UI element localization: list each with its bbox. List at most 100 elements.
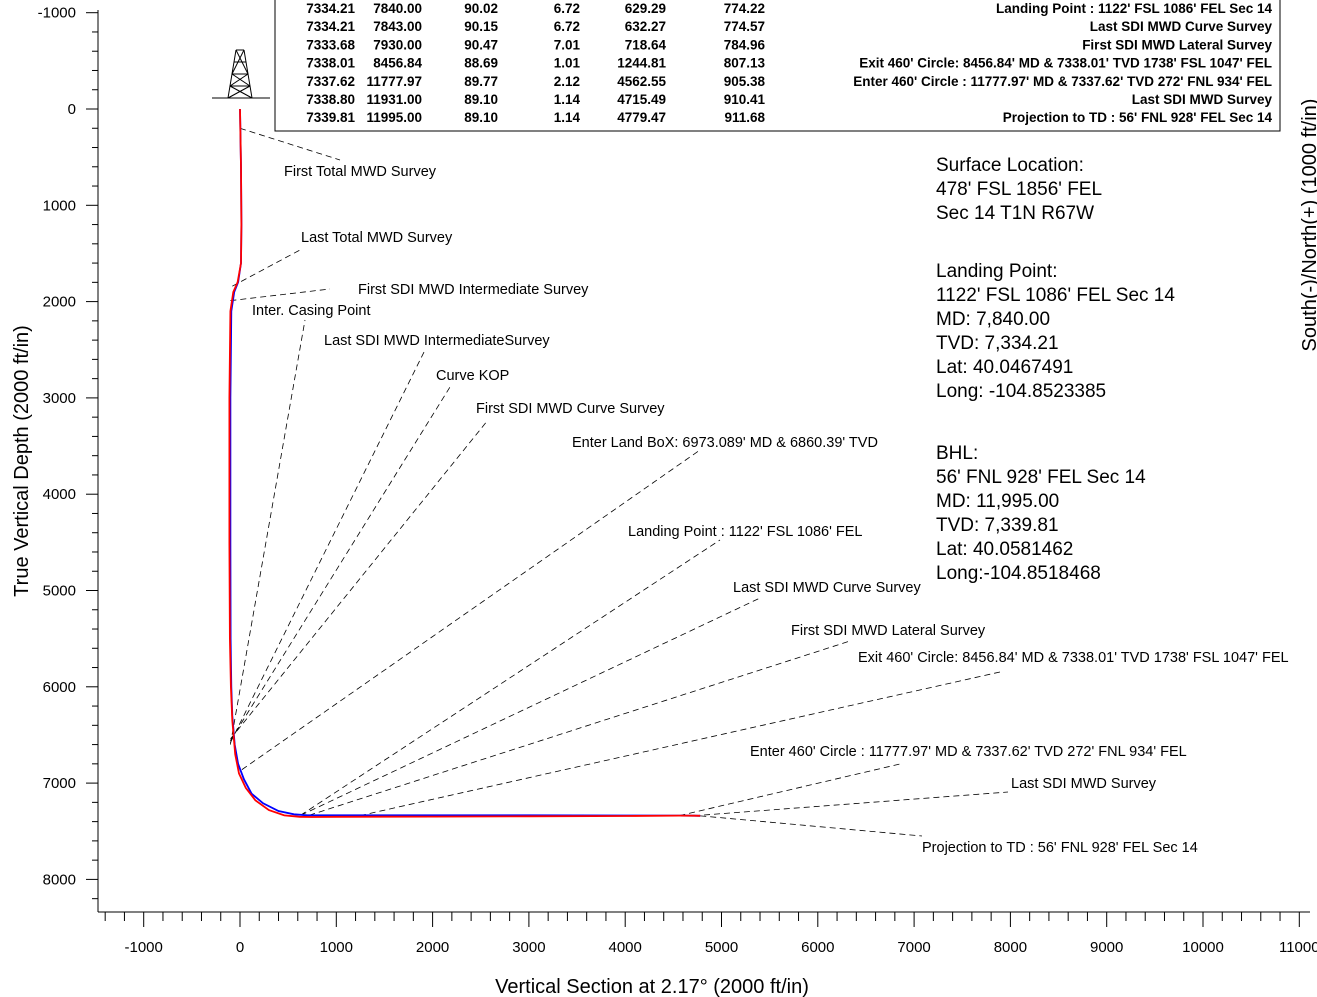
table-cell: 774.22 bbox=[724, 1, 765, 16]
table-annotation-cell: Enter 460' Circle : 11777.97' MD & 7337.… bbox=[853, 74, 1272, 89]
annotation-label: Inter. Casing Point bbox=[252, 303, 371, 319]
annotation-leader bbox=[230, 288, 331, 302]
annotation-leader bbox=[230, 349, 426, 743]
table-cell: 7337.62 bbox=[306, 74, 355, 89]
x-tick-label: 2000 bbox=[416, 939, 449, 956]
table-cell: 8456.84 bbox=[373, 56, 422, 71]
table-cell: 7840.00 bbox=[373, 1, 422, 16]
annotation-leader bbox=[232, 249, 301, 287]
annotation-label: Last Total MWD Survey bbox=[301, 230, 453, 246]
table-cell: 89.10 bbox=[464, 110, 498, 125]
table-cell: 7334.21 bbox=[306, 1, 355, 16]
info-bhl-line: 56' FNL 928' FEL Sec 14 bbox=[936, 467, 1146, 488]
table-cell: 4715.49 bbox=[617, 92, 666, 107]
info-bhl-line: Lat: 40.0581462 bbox=[936, 539, 1073, 560]
wellpath-line-plan bbox=[229, 108, 701, 817]
info-landing-line: Long: -104.8523385 bbox=[936, 381, 1106, 402]
y-tick-label: 1000 bbox=[43, 197, 76, 214]
wellpath-series bbox=[228, 108, 701, 818]
table-cell: 774.57 bbox=[724, 19, 765, 34]
right-axis-title: South(-)/North(+) (1000 ft/in) bbox=[1299, 99, 1317, 352]
info-landing-line: Landing Point: bbox=[936, 261, 1058, 282]
annotation-label: First SDI MWD Intermediate Survey bbox=[358, 282, 589, 298]
annotation-label: First Total MWD Survey bbox=[284, 164, 437, 180]
info-surface-line: 478' FSL 1856' FEL bbox=[936, 179, 1102, 200]
y-tick-label: 0 bbox=[68, 101, 76, 118]
y-tick-label: 6000 bbox=[43, 679, 76, 696]
y-tick-label: 7000 bbox=[43, 775, 76, 792]
table-annotation-cell: Projection to TD : 56' FNL 928' FEL Sec … bbox=[1003, 110, 1273, 125]
annotation-label: First SDI MWD Curve Survey bbox=[476, 401, 665, 417]
annotation-leader bbox=[694, 791, 1009, 817]
y-tick-label: 4000 bbox=[43, 486, 76, 503]
annotation-leader bbox=[241, 449, 701, 770]
table-cell: 1.14 bbox=[554, 110, 581, 125]
table-annotation-cell: Last SDI MWD Curve Survey bbox=[1090, 19, 1273, 34]
info-landing-line: Lat: 40.0467491 bbox=[936, 357, 1073, 378]
annotation-label: Last SDI MWD Curve Survey bbox=[733, 580, 921, 596]
info-landing-line: TVD: 7,334.21 bbox=[936, 333, 1059, 354]
y-tick-label: 5000 bbox=[43, 583, 76, 600]
x-tick-label: 3000 bbox=[512, 939, 545, 956]
x-tick-label: 11000 bbox=[1279, 939, 1317, 956]
table-annotation-cell: Landing Point : 1122' FSL 1086' FEL Sec … bbox=[996, 1, 1273, 16]
x-tick-label: 9000 bbox=[1090, 939, 1123, 956]
table-cell: 6.72 bbox=[554, 19, 580, 34]
well-info-blocks: Surface Location: 478' FSL 1856' FEL Sec 1… bbox=[936, 155, 1175, 584]
table-cell: 90.15 bbox=[464, 19, 498, 34]
annotation-label: Enter Land BoX: 6973.089' MD & 6860.39' … bbox=[572, 435, 878, 451]
table-cell: 1244.81 bbox=[617, 56, 666, 71]
x-tick-label: 1000 bbox=[320, 939, 353, 956]
x-tick-label: 7000 bbox=[897, 939, 930, 956]
annotation-leader bbox=[679, 763, 901, 817]
info-bhl-line: TVD: 7,339.81 bbox=[936, 515, 1059, 536]
table-cell: 7338.80 bbox=[306, 92, 355, 107]
annotation-leader bbox=[700, 815, 923, 837]
annotation-label: Last SDI MWD Survey bbox=[1011, 776, 1157, 792]
table-annotation-cell: Exit 460' Circle: 8456.84' MD & 7338.01'… bbox=[859, 56, 1272, 71]
annotation-label: Projection to TD : 56' FNL 928' FEL Sec … bbox=[922, 840, 1198, 856]
annotation-leader bbox=[309, 640, 851, 816]
table-cell: 90.02 bbox=[464, 1, 498, 16]
x-tick-label: 10000 bbox=[1182, 939, 1224, 956]
drilling-rig-icon bbox=[212, 49, 270, 99]
annotation-leader bbox=[239, 127, 341, 161]
table-cell: 89.77 bbox=[464, 74, 498, 89]
table-cell: 88.69 bbox=[464, 56, 498, 71]
x-tick-label: -1000 bbox=[125, 939, 163, 956]
table-cell: 629.29 bbox=[625, 1, 666, 16]
annotation-leader bbox=[300, 539, 721, 816]
x-tick-label: 4000 bbox=[609, 939, 642, 956]
y-tick-label: 2000 bbox=[43, 294, 76, 311]
info-surface-line: Sec 14 T1N R67W bbox=[936, 203, 1094, 224]
info-landing-line: 1122' FSL 1086' FEL Sec 14 bbox=[936, 285, 1175, 306]
x-tick-label: 8000 bbox=[994, 939, 1027, 956]
annotation-label: Curve KOP bbox=[436, 368, 509, 384]
annotation-leader bbox=[300, 597, 761, 816]
table-cell: 4779.47 bbox=[617, 110, 666, 125]
table-cell: 7.01 bbox=[554, 37, 581, 52]
y-tick-label: 3000 bbox=[43, 390, 76, 407]
table-annotation-cell: First SDI MWD Lateral Survey bbox=[1082, 37, 1272, 52]
info-surface-line: Surface Location: bbox=[936, 155, 1084, 176]
y-tick-label: 8000 bbox=[43, 871, 76, 888]
annotation-label: Landing Point : 1122' FSL 1086' FEL bbox=[628, 524, 862, 540]
table-cell: 11931.00 bbox=[366, 92, 422, 107]
x-tick-label: 5000 bbox=[705, 939, 738, 956]
table-cell: 7333.68 bbox=[306, 37, 355, 52]
annotation-leader bbox=[230, 386, 451, 741]
info-landing-line: MD: 7,840.00 bbox=[936, 309, 1050, 330]
table-cell: 7338.01 bbox=[306, 56, 355, 71]
info-bhl-line: BHL: bbox=[936, 443, 978, 464]
table-cell: 89.10 bbox=[464, 92, 498, 107]
y-axis-title: True Vertical Depth (2000 ft/in) bbox=[11, 325, 33, 597]
survey-table: 7334.21 7840.00 90.02 6.72 629.29 774.22 Landi… bbox=[274, 0, 1281, 132]
table-cell: 11777.97 bbox=[366, 74, 422, 89]
table-cell: 2.12 bbox=[554, 74, 580, 89]
table-cell: 7930.00 bbox=[373, 37, 422, 52]
axes bbox=[97, 10, 1310, 913]
y-tick-label: -1000 bbox=[38, 5, 76, 22]
annotation-label: First SDI MWD Lateral Survey bbox=[791, 623, 986, 639]
info-bhl-line: Long:-104.8518468 bbox=[936, 563, 1101, 584]
